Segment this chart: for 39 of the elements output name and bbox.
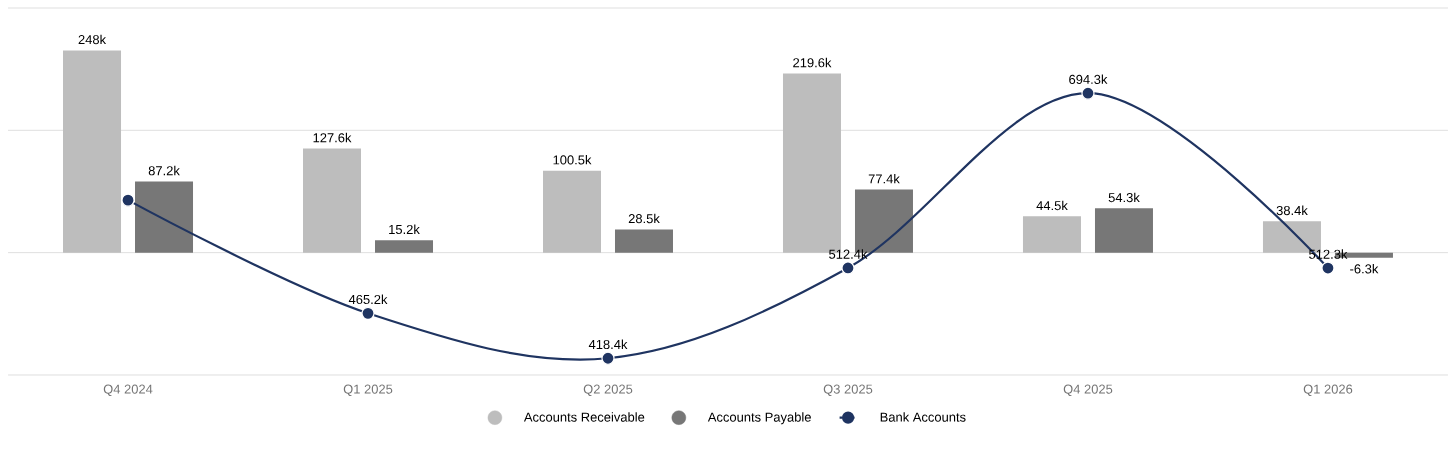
x-tick-label: Q4 2024: [103, 384, 153, 396]
point: [121, 193, 135, 207]
point: [1321, 261, 1335, 275]
data-label: 87.2k: [148, 165, 180, 176]
data-label: 127.6k: [313, 132, 352, 143]
bar: [1094, 208, 1153, 253]
legend-label: Accounts Receivable: [523, 412, 645, 422]
data-label: 54.3k: [1108, 192, 1140, 203]
data-label: 100.5k: [553, 154, 592, 165]
bar: [303, 148, 362, 253]
legend-label: Accounts Payable: [707, 412, 811, 425]
point: [361, 306, 375, 320]
data-label: 77.4k: [868, 173, 900, 184]
x-tick-label: Q3 2025: [823, 384, 873, 396]
x-tick-label: Q1 2026: [1303, 384, 1353, 396]
bar: [375, 240, 434, 253]
data-label: 38.4k: [1276, 205, 1308, 216]
data-label: 219.6k: [793, 57, 832, 68]
data-label: 694.3k: [1069, 74, 1108, 84]
data-label: 15.2k: [389, 224, 420, 235]
x-tick-label: Q4 2025: [1063, 384, 1113, 396]
point: [841, 261, 855, 275]
x-tick-label: Q2 2025: [583, 384, 633, 396]
legend-label: Bank Accounts: [880, 412, 966, 422]
point: [601, 351, 615, 365]
data-label: -6.3k: [1350, 263, 1379, 274]
data-label: 512.4k: [829, 249, 868, 259]
data-label: 248k: [78, 34, 107, 45]
data-label: 418.4k: [588, 339, 628, 350]
bar: [543, 170, 601, 253]
bar: [1022, 216, 1081, 253]
data-label: 44.5k: [1036, 200, 1068, 211]
data-label: 28.5k: [628, 213, 660, 224]
bar: [615, 229, 673, 253]
bar: [135, 181, 194, 253]
x-tick-label: Q1 2025: [343, 384, 393, 396]
bar: [63, 50, 122, 253]
point: [1081, 86, 1095, 100]
data-label: 465.2k: [348, 294, 388, 305]
